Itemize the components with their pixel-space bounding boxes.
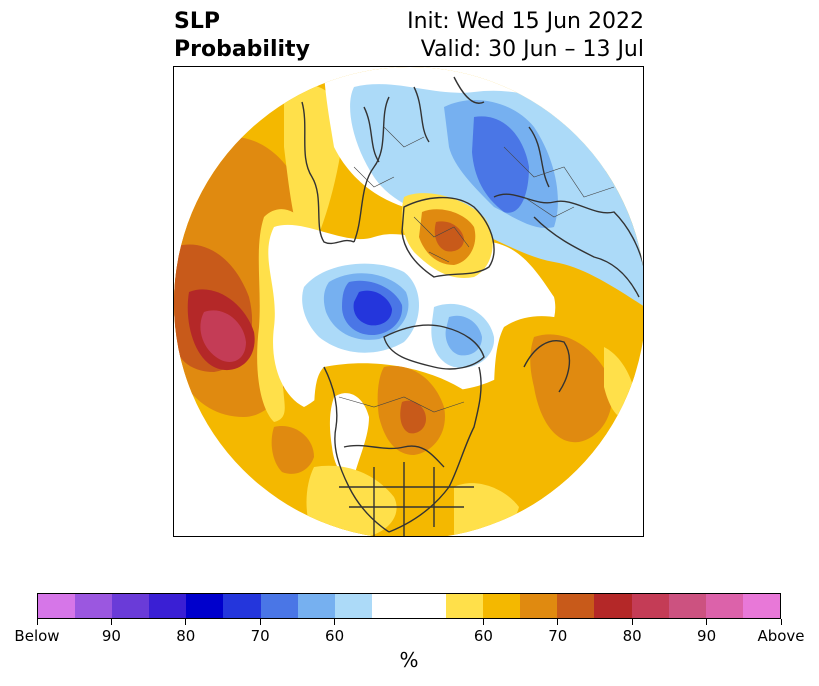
colorbar-unit: % (399, 648, 419, 672)
coastlines (301, 76, 643, 536)
colorbar-tick (706, 619, 708, 625)
probability-field (174, 67, 643, 536)
map-title: SLP Probability (174, 8, 310, 64)
colorbar-segment (223, 594, 261, 618)
colorbar-segment (371, 594, 409, 618)
colorbar-tick-label: 60 (473, 627, 493, 645)
colorbar-segment (742, 594, 780, 618)
colorbar-segment (297, 594, 335, 618)
map-dates: Init: Wed 15 Jun 2022 Valid: 30 Jun – 13… (407, 8, 644, 64)
colorbar-segment (112, 594, 150, 618)
colorbar-segment (149, 594, 187, 618)
map-panel (173, 66, 644, 537)
colorbar (37, 593, 781, 619)
colorbar-tick (334, 619, 336, 625)
colorbar-tick (482, 619, 484, 625)
colorbar-tick (259, 619, 261, 625)
title-metric: Probability (174, 37, 310, 62)
colorbar-tick-label: 70 (250, 627, 270, 645)
colorbar-tick-label: 80 (176, 627, 196, 645)
colorbar-tick (110, 619, 112, 625)
colorbar-tick-label: Below (14, 627, 60, 645)
colorbar-segment (260, 594, 298, 618)
colorbar-segment (594, 594, 632, 618)
colorbar-segment (446, 594, 484, 618)
colorbar-segment (631, 594, 669, 618)
colorbar-tick-label: 60 (325, 627, 345, 645)
colorbar-tick-label: Above (757, 627, 805, 645)
colorbar-tick-label: 90 (101, 627, 121, 645)
colorbar-segment (557, 594, 595, 618)
colorbar-segment (483, 594, 521, 618)
colorbar-tick-label: 90 (697, 627, 717, 645)
colorbar-segment (520, 594, 558, 618)
colorbar-tick (185, 619, 187, 625)
colorbar-tick (36, 619, 38, 625)
colorbar-tick-label: 80 (622, 627, 642, 645)
colorbar-segment (668, 594, 706, 618)
colorbar-tick (631, 619, 633, 625)
borders (338, 126, 615, 413)
init-date: Init: Wed 15 Jun 2022 (407, 9, 644, 34)
polar-map (174, 67, 643, 536)
colorbar-segment (38, 594, 76, 618)
colorbar-tick (780, 619, 782, 625)
valid-range: Valid: 30 Jun – 13 Jul (420, 37, 644, 62)
colorbar-segment (705, 594, 743, 618)
colorbar-segment (186, 594, 224, 618)
colorbar-segment (408, 594, 447, 618)
colorbar-tick-label: 70 (548, 627, 568, 645)
colorbar-tick (557, 619, 559, 625)
colorbar-segment (334, 594, 372, 618)
title-variable: SLP (174, 9, 220, 34)
colorbar-segment (75, 594, 113, 618)
